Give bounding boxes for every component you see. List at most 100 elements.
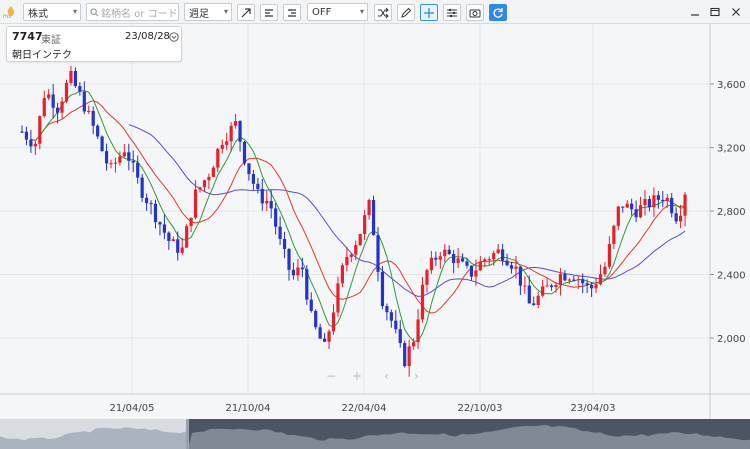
candle-up — [358, 234, 362, 246]
candle-up — [211, 167, 215, 177]
candle-down — [314, 310, 318, 328]
candle-down — [274, 208, 278, 227]
search-input[interactable]: 銘柄名 or コード — [86, 3, 179, 21]
candle-down — [323, 338, 327, 342]
candle-down — [96, 125, 100, 137]
candle-up — [118, 156, 122, 163]
candle-down — [100, 136, 104, 152]
candle-up — [420, 284, 425, 320]
ma-mid-path — [30, 100, 686, 314]
trendline-button[interactable] — [237, 4, 255, 21]
candle-down — [238, 121, 242, 142]
minimize-icon — [691, 14, 699, 16]
ma-long-line — [128, 124, 686, 298]
candle-down — [305, 269, 309, 300]
shuffle-icon — [378, 7, 389, 18]
candle-down — [269, 200, 273, 209]
candle-down — [509, 265, 514, 269]
app-logo: Hot — [2, 2, 20, 22]
candle-down — [452, 253, 456, 264]
candle-down — [572, 279, 576, 281]
chevron-down-circle-icon[interactable] — [169, 32, 179, 42]
candle-up — [220, 144, 224, 149]
candlesticks — [20, 66, 687, 377]
align-left-button[interactable] — [260, 4, 278, 21]
candle-up — [113, 162, 118, 164]
candle-up — [69, 71, 73, 83]
candle-down — [145, 197, 149, 204]
indicator-select[interactable]: OFF ▾ — [307, 3, 368, 21]
candle-down — [634, 209, 638, 218]
candle-down — [300, 267, 304, 270]
market-select[interactable]: 株式 ▾ — [23, 3, 81, 21]
candle-up — [171, 239, 175, 242]
candle-down — [674, 213, 678, 222]
screenshot-button[interactable] — [466, 4, 484, 21]
chart-grid — [0, 24, 750, 419]
x-axis-labels: 21/04/05 21/10/04 22/04/04 22/10/03 23/04/03 — [110, 403, 616, 414]
candle-down — [434, 257, 438, 260]
crosshair-button[interactable] — [420, 4, 438, 21]
candle-up — [64, 82, 69, 102]
chevron-down-icon: ▾ — [223, 7, 228, 16]
candle-down — [501, 249, 505, 261]
candle-up — [60, 101, 64, 113]
price-chart[interactable]: 3,600 3,200 2,800 2,400 2,000 21/04/05 21/10/… — [0, 24, 750, 419]
minimize-button[interactable] — [688, 5, 702, 19]
candle-up — [416, 319, 420, 343]
stock-code: 7747 — [12, 30, 43, 43]
scroll-left-icon[interactable]: ‹ — [384, 369, 389, 383]
candle-up — [545, 285, 549, 287]
candle-up — [558, 274, 563, 286]
candle-up — [207, 176, 211, 181]
candle-up — [265, 200, 269, 204]
align-right-button[interactable] — [283, 4, 301, 21]
candle-down — [527, 285, 531, 304]
range-navigator[interactable] — [0, 419, 750, 449]
maximize-icon — [710, 7, 720, 17]
candle-down — [242, 141, 247, 164]
settings-button[interactable] — [443, 4, 461, 21]
market-select-value: 株式 — [28, 8, 48, 20]
refresh-button[interactable] — [489, 4, 507, 21]
candle-up — [679, 215, 683, 222]
candle-down — [389, 312, 393, 321]
period-select[interactable]: 週足 ▾ — [184, 3, 232, 21]
candle-up — [541, 286, 545, 296]
stock-exchange: 東証 — [41, 35, 61, 46]
candle-up — [198, 187, 202, 190]
chevron-down-icon: ▾ — [72, 7, 77, 16]
candle-up — [603, 266, 607, 275]
candle-up — [492, 253, 496, 260]
candle-up — [607, 243, 611, 267]
candle-up — [345, 256, 349, 266]
candle-up — [443, 249, 447, 257]
candle-up — [536, 295, 540, 305]
maximize-button[interactable] — [708, 5, 722, 19]
candle-down — [56, 107, 60, 113]
shuffle-button[interactable] — [374, 4, 392, 21]
logo-label: Hot — [3, 14, 12, 20]
candle-down — [460, 258, 465, 262]
scroll-right-icon[interactable]: › — [414, 369, 419, 383]
candle-down — [318, 327, 322, 339]
zoom-out-icon[interactable]: − — [326, 369, 336, 383]
candle-down — [162, 224, 166, 233]
candle-up — [216, 148, 220, 168]
candle-down — [371, 199, 376, 236]
candle-up — [354, 245, 358, 255]
candle-down — [24, 131, 29, 140]
candle-down — [656, 195, 660, 200]
y-tick-label: 3,600 — [717, 80, 746, 91]
close-button[interactable] — [729, 5, 743, 19]
candle-down — [20, 131, 24, 133]
navigator-handle-left[interactable] — [186, 419, 189, 449]
candle-down — [91, 110, 95, 126]
candle-down — [149, 203, 153, 205]
candle-down — [282, 238, 287, 249]
draw-button[interactable] — [397, 4, 415, 21]
zoom-in-icon[interactable]: + — [352, 369, 362, 383]
candle-up — [638, 205, 643, 218]
candle-up — [331, 312, 336, 332]
candle-up — [523, 285, 527, 287]
